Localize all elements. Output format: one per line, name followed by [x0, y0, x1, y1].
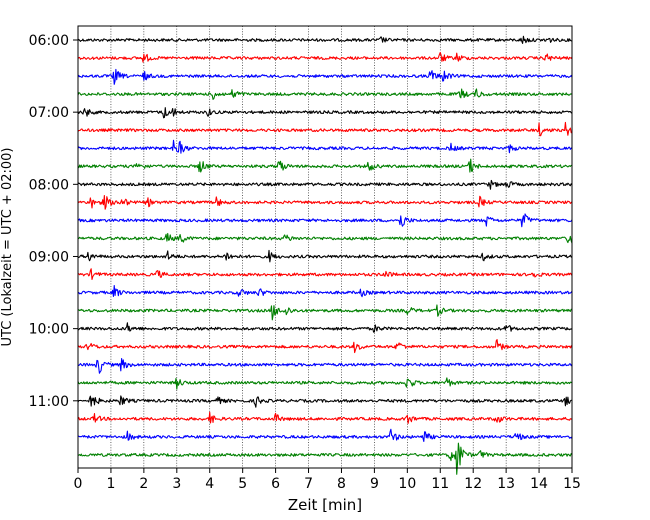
y-tick-label: 06:00	[29, 33, 69, 49]
x-tick-label: 2	[139, 476, 148, 492]
trace-lines	[77, 35, 573, 475]
trace-line	[77, 249, 573, 263]
trace-line	[77, 304, 573, 321]
y-tick-label: 09:00	[29, 249, 69, 265]
x-tick-label: 13	[497, 476, 515, 492]
x-tick-label: 14	[530, 476, 548, 492]
trace-line	[77, 358, 573, 374]
trace-line	[77, 107, 573, 119]
x-tick-label: 4	[205, 476, 214, 492]
y-tick-label: 11:00	[29, 394, 69, 410]
x-tick-label: 5	[238, 476, 247, 492]
trace-line	[77, 284, 573, 298]
trace-line	[77, 232, 573, 244]
trace-line	[77, 194, 573, 210]
trace-line	[77, 442, 573, 475]
x-tick-label: 10	[398, 476, 416, 492]
trace-line	[77, 139, 573, 154]
x-tick-label: 9	[370, 476, 379, 492]
x-tick-label: 6	[271, 476, 280, 492]
x-tick-label: 11	[431, 476, 449, 492]
y-axis-label: UTC (Lokalzeit = UTC + 02:00)	[0, 148, 15, 347]
y-tick-label: 10:00	[29, 322, 69, 338]
x-axis-label: Zeit [min]	[288, 496, 362, 514]
x-tick-label: 0	[74, 476, 83, 492]
y-tick-label: 07:00	[29, 105, 69, 121]
plot-frame	[77, 25, 573, 469]
trace-line	[77, 179, 573, 190]
trace-line	[77, 411, 573, 424]
x-tick-label: 8	[337, 476, 346, 492]
x-tick-label: 1	[106, 476, 115, 492]
trace-line	[77, 338, 573, 354]
trace-line	[77, 395, 573, 408]
trace-line	[77, 322, 573, 333]
trace-line	[77, 268, 573, 280]
trace-line	[77, 213, 573, 228]
x-axis-ticks: 0 1 2 3 4 5 6 7 8 9 10 11 12 13 14 15	[74, 468, 581, 492]
x-tick-label: 15	[563, 476, 581, 492]
y-tick-label: 08:00	[29, 177, 69, 193]
x-tick-label: 3	[172, 476, 181, 492]
minute-grid	[110, 26, 540, 468]
x-tick-label: 12	[464, 476, 482, 492]
x-tick-label: 7	[304, 476, 313, 492]
trace-line	[77, 68, 573, 85]
trace-line	[77, 51, 573, 63]
trace-line	[77, 377, 573, 390]
trace-line	[77, 35, 573, 44]
trace-line	[77, 428, 573, 442]
trace-line	[77, 121, 573, 137]
trace-line	[77, 158, 573, 173]
trace-line	[77, 88, 573, 100]
y-axis-ticks: 06:00 07:00 08:00 09:00 10:00 11:00	[29, 33, 78, 410]
